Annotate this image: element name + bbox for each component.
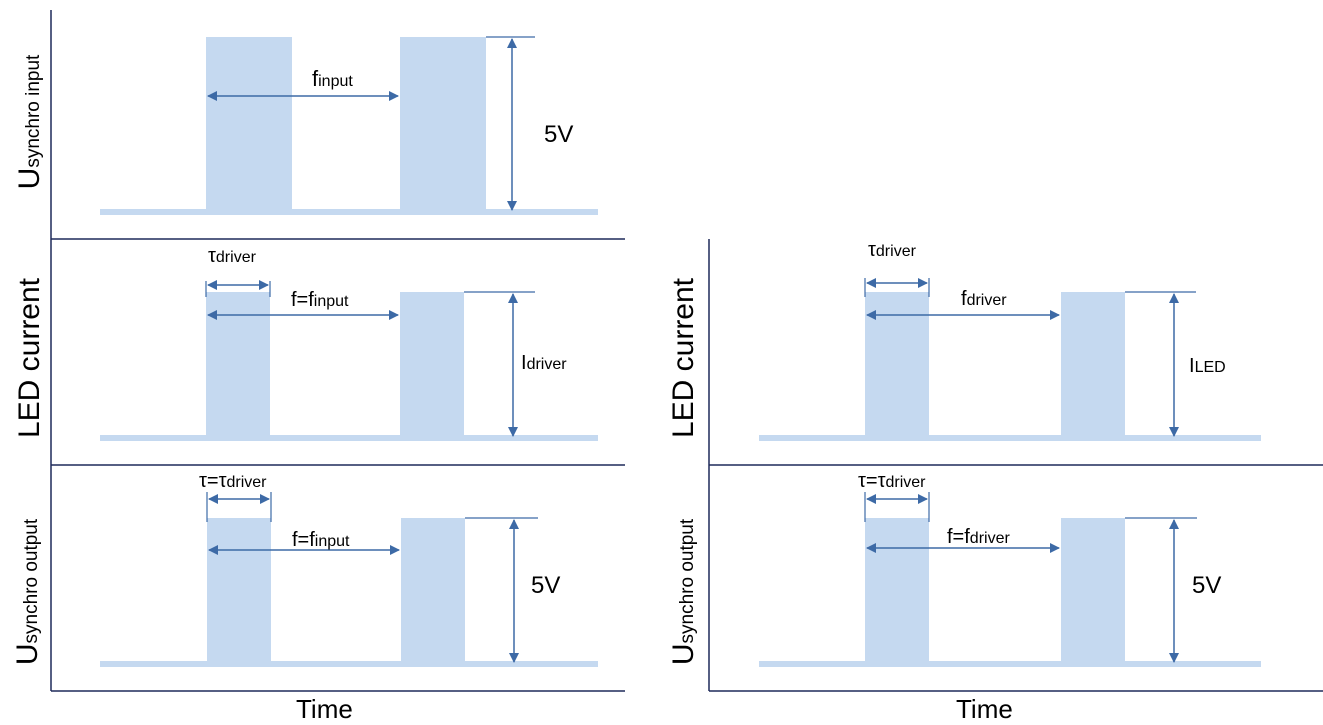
label-i-led: ILED — [1189, 355, 1226, 377]
pulse-1 — [206, 292, 270, 438]
label-f-input: finput — [312, 66, 353, 91]
label-5v-input: 5V — [544, 121, 574, 148]
label-tau-eq-tau-driver-left: τ=τdriver — [199, 470, 267, 492]
baseline — [100, 435, 598, 441]
panel-synchro-input — [100, 36, 598, 215]
baseline — [100, 661, 598, 667]
pulse-2 — [401, 518, 465, 664]
pulse-1 — [865, 518, 929, 664]
y-axis-label-synchro-output-left: Usynchro output — [11, 518, 44, 666]
y-axis-label-led-current-right: LED current — [667, 277, 700, 439]
x-axis-label-time-right: Time — [956, 694, 1013, 724]
panel-synchro-output-left — [100, 492, 598, 667]
pulse-1 — [865, 292, 929, 438]
label-f-driver: fdriver — [961, 288, 1007, 310]
pulse-2 — [1061, 518, 1125, 664]
left-axes — [50, 10, 625, 692]
panel-led-current-left — [100, 280, 598, 441]
label-i-driver: Idriver — [521, 352, 567, 374]
baseline — [759, 661, 1261, 667]
baseline — [100, 209, 598, 215]
x-axis-label-time-left: Time — [296, 694, 353, 724]
label-tau-eq-tau-driver-right: τ=τdriver — [858, 470, 926, 492]
label-f-eq-f-driver-right: f=fdriver — [947, 526, 1010, 548]
pulse-2 — [400, 292, 464, 438]
panel-synchro-output-right — [759, 492, 1261, 667]
pulse-1 — [206, 37, 292, 212]
baseline — [759, 435, 1261, 441]
panel-led-current-right — [759, 278, 1261, 441]
label-5v-output-left: 5V — [531, 572, 561, 599]
pulse-2 — [400, 37, 486, 212]
y-axis-label-synchro-output-right: Usynchro output — [667, 518, 700, 666]
label-tau-driver-right: τdriver — [868, 239, 916, 261]
pulse-2 — [1061, 292, 1125, 438]
label-f-eq-f-input-left: f=finput — [291, 289, 349, 311]
y-axis-label-synchro-input: Usynchro input — [13, 54, 46, 190]
label-tau-driver-left: τdriver — [208, 245, 256, 267]
label-5v-output-right: 5V — [1192, 572, 1222, 599]
label-f-eq-f-input-left-2: f=finput — [292, 529, 350, 551]
pulse-1 — [207, 518, 271, 664]
right-axes — [708, 239, 1323, 692]
y-axis-label-led-current-left: LED current — [13, 277, 46, 439]
